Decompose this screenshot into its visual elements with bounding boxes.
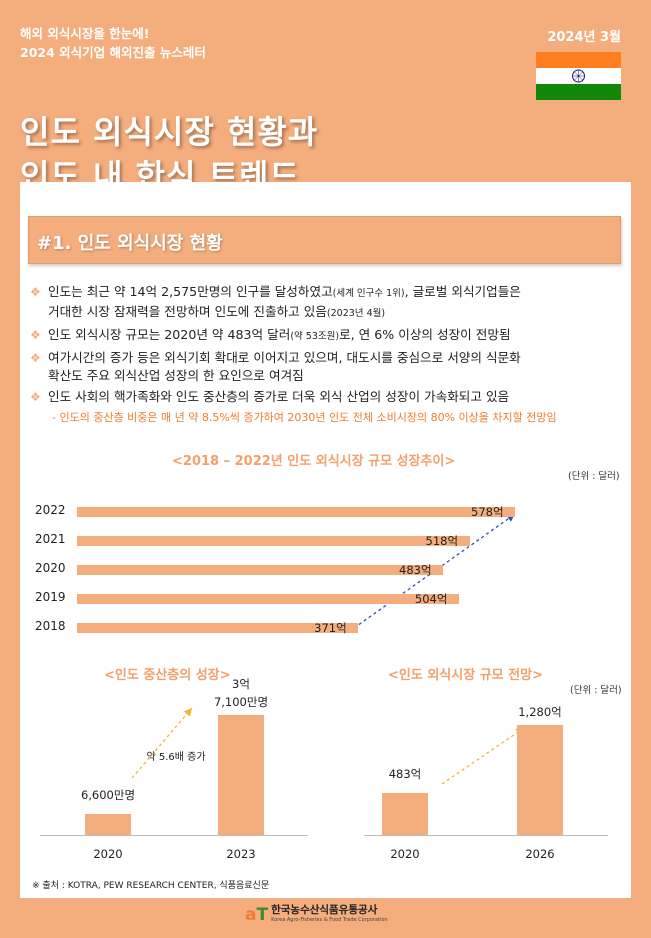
source-note: ※ 출처 : KOTRA, PEW RESEARCH CENTER, 식품음료신…: [32, 881, 270, 891]
chart2-annotation: 약 5.6배 증가: [146, 752, 206, 763]
chart3-title: <인도 외식시장 규모 전망>: [388, 668, 543, 683]
chart1-bar: [77, 565, 443, 575]
at-logo-icon: aT: [245, 905, 269, 925]
chart1-value-label: 578억: [471, 505, 504, 519]
chart1-bar: [77, 507, 515, 517]
diamond-bullet-icon: ❖: [30, 351, 41, 365]
chart1-category-label: 2018: [35, 619, 66, 633]
chart1-bar: [77, 623, 359, 633]
bullet-item: ❖ 인도는 최근 약 14억 2,575만명의 인구를 달성하였고(세계 인구수…: [30, 284, 521, 319]
chart2-title: <인도 중산층의 성장>: [104, 668, 231, 683]
chart1-value-label: 483억: [399, 563, 432, 577]
india-flag: [536, 52, 621, 100]
chart2-category-label: 2020: [93, 847, 123, 861]
chart1-unit: (단위 : 달러): [568, 471, 620, 482]
chart3-category-label: 2020: [390, 847, 420, 861]
chart3-value-label: 1,280억: [518, 705, 562, 719]
chart1-category-label: 2020: [35, 561, 66, 575]
chart1-category-label: 2021: [35, 532, 66, 546]
chart1-category-label: 2022: [35, 503, 66, 517]
chart2-bar: [218, 715, 264, 835]
newsletter-header: 해외 외식시장을 한눈에! 2024 외식기업 해외진출 뉴스레터: [20, 24, 206, 62]
bullet-item: ❖ 여가시간의 증가 등은 외식기회 확대로 이어지고 있으며, 대도시를 중심…: [30, 350, 521, 383]
bullet-subnote: - 인도의 중산층 비중은 매 년 약 8.5%씩 증가하여 2030년 인도 …: [52, 411, 557, 424]
content-panel: #1. 인도 외식시장 현황 ❖ 인도는 최근 약 14억 2,575만명의 인…: [20, 182, 631, 898]
chart2-bar: [85, 813, 131, 835]
section-heading-bar: #1. 인도 외식시장 현황: [28, 216, 621, 264]
chart3-unit: (단위 : 달러): [570, 685, 622, 696]
org-name-english: Korea Agro-Fisheries & Food Trade Corpor…: [271, 917, 388, 923]
chart3-bar: [382, 793, 428, 835]
diamond-bullet-icon: ❖: [30, 390, 41, 404]
chart3-axis: [364, 835, 608, 836]
chart2-category-label: 2023: [226, 847, 256, 861]
chart3-bar: [517, 725, 563, 835]
chart1-bar: [77, 594, 459, 604]
chart3-value-label: 483억: [388, 767, 422, 782]
diamond-bullet-icon: ❖: [30, 328, 41, 342]
chart3-category-label: 2026: [525, 847, 555, 861]
footer-logo: aT 한국농수산식품유통공사 Korea Agro-Fisheries & Fo…: [245, 905, 388, 925]
chart2-value-label: 3억 7,100만명: [213, 677, 269, 709]
org-name-korean: 한국농수산식품유통공사: [271, 904, 378, 916]
chart1-value-label: 504억: [414, 592, 448, 606]
chart2-value-label: 6,600만명: [80, 787, 136, 802]
chart1-bar: [77, 536, 470, 546]
ashoka-chakra-icon: [572, 69, 585, 83]
header-line1: 해외 외식시장을 한눈에!: [20, 26, 150, 41]
title-line1: 인도 외식시장 현황과: [20, 113, 319, 151]
chart2-trend-arrow: [131, 707, 193, 779]
bullet-list: ❖ 인도는 최근 약 14억 2,575만명의 인구를 달성하였고(세계 인구수…: [28, 283, 628, 427]
chart1-value-label: 371억: [314, 621, 347, 635]
section-heading: #1. 인도 외식시장 현황: [37, 233, 223, 254]
chart3-trend-arrow: [441, 727, 525, 785]
chart1-category-label: 2019: [35, 590, 66, 604]
diamond-bullet-icon: ❖: [30, 285, 41, 299]
chart1-title: <2018 – 2022년 인도 외식시장 규모 성장추이>: [172, 454, 456, 469]
bullet-item: ❖ 인도 외식시장 규모는 2020년 약 483억 달러(약 53조원)로, …: [30, 327, 511, 342]
bullet-item: ❖ 인도 사회의 핵가족화와 인도 중산층의 증가로 더욱 외식 산업의 성장이…: [30, 389, 510, 404]
header-line2: 2024 외식기업 해외진출 뉴스레터: [20, 45, 206, 60]
chart2-axis: [40, 835, 308, 836]
chart1-value-label: 518억: [425, 534, 459, 548]
issue-date: 2024년 3월: [547, 30, 621, 45]
